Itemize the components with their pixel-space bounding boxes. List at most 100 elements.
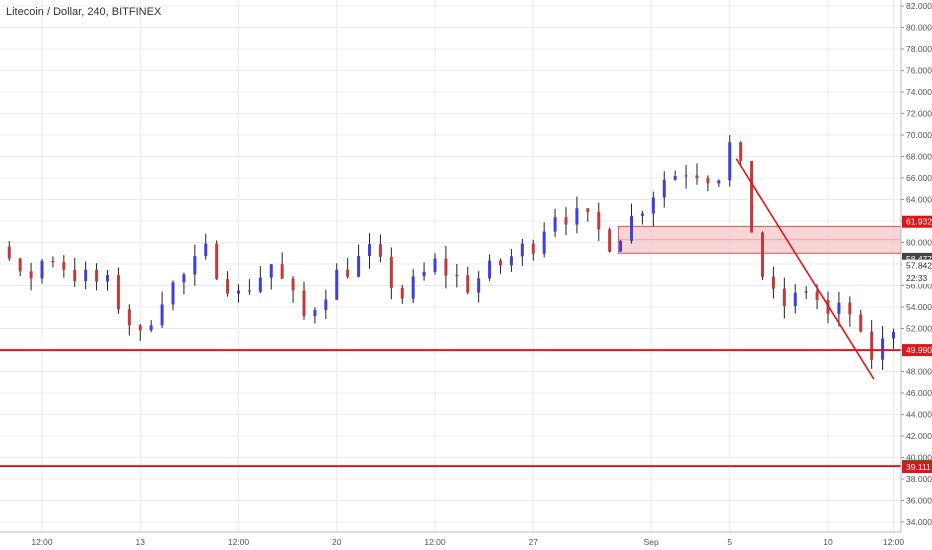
candle-body (586, 208, 590, 212)
candle-body (717, 180, 721, 184)
price-tick-label: 38.000 (906, 474, 932, 484)
candle-body (761, 232, 764, 277)
price-tick-label: 36.000 (906, 496, 932, 506)
candle-body (400, 287, 404, 299)
candle-body (226, 279, 230, 294)
candle-body (7, 246, 11, 259)
candle-body (106, 275, 109, 282)
candle-body (444, 258, 448, 276)
candle-body (127, 309, 131, 326)
level-badge: 58.477 (906, 254, 932, 264)
candle-body (859, 314, 863, 332)
level-badge-bg (902, 259, 932, 272)
candle-body (509, 256, 513, 266)
price-tick-label: 70.000 (906, 130, 932, 140)
level-badge: 39.111 (906, 462, 931, 472)
candle-body (739, 142, 743, 161)
level-badge: 49.990 (906, 345, 932, 355)
price-tick-label: 80.000 (906, 23, 932, 33)
candle-body (640, 213, 644, 216)
candle-body (782, 288, 786, 307)
trend-line-1[interactable] (735, 158, 875, 380)
trend-lines[interactable] (735, 158, 932, 465)
price-tick-label: 54.000 (906, 302, 932, 312)
candle-body (269, 264, 273, 278)
candle-body (651, 197, 655, 214)
candle-body (881, 338, 885, 360)
candle-body (258, 277, 262, 292)
candle-body (531, 243, 535, 254)
candle-body (771, 276, 775, 289)
candle-body (193, 256, 197, 275)
price-tick-label: 60.000 (906, 238, 932, 248)
chart-title: Litecoin / Dollar, 240, BITFINEX (6, 6, 162, 18)
candle-body (892, 331, 895, 339)
candle-body (62, 261, 66, 270)
resistance-zone[interactable] (617, 225, 932, 254)
candle-body (564, 217, 568, 225)
candle-body (673, 175, 677, 180)
candle-body (662, 179, 666, 198)
candle-body (302, 290, 306, 317)
candle-body (29, 271, 33, 279)
level-badge: 22:33 (906, 273, 928, 283)
candle-body (280, 264, 284, 279)
candle-body (488, 260, 492, 279)
candle-body (750, 160, 754, 233)
price-tick-label: 76.000 (906, 66, 932, 76)
candle-body (18, 258, 22, 272)
time-tick-label: 27 (529, 537, 539, 547)
time-tick-label: 12:00 (31, 537, 53, 547)
candle-body (346, 269, 350, 277)
candle-body (804, 291, 808, 293)
price-tick-label: 64.000 (906, 195, 932, 205)
price-axis[interactable]: 82.000 80.000 78.000 76.000 74.000 72.000 70.0… (900, 0, 932, 550)
candle-body (848, 302, 852, 315)
level-badge-bg (902, 344, 932, 357)
candle-body (182, 274, 186, 283)
price-tick-label: 48.000 (906, 367, 932, 377)
candle-body (84, 269, 88, 282)
level-badge-bg (902, 461, 932, 474)
candle-body (215, 243, 219, 280)
candle-body (466, 275, 470, 293)
level-badge: 57.842 (906, 261, 932, 271)
candle-body (73, 269, 77, 282)
time-tick-label: 12:00 (883, 537, 905, 547)
time-axis[interactable]: 12:001312:002012:0027Sep51012:001712:002… (0, 531, 932, 550)
candle-body (684, 175, 688, 177)
candle-body (116, 275, 120, 310)
candle-body (608, 229, 612, 252)
candle-body (630, 215, 633, 242)
price-tick-label: 74.000 (906, 87, 932, 97)
price-tick-label: 44.000 (906, 410, 932, 420)
candle-body (728, 142, 732, 181)
candle-body (95, 269, 99, 282)
candle-body (149, 325, 153, 331)
price-tick-label: 72.000 (906, 109, 932, 119)
candle-body (138, 325, 142, 331)
chart-grid (0, 0, 901, 532)
candle-body (499, 260, 502, 266)
horizontal-lines[interactable] (0, 349, 901, 468)
candle-body (160, 304, 164, 326)
candle-body (433, 258, 437, 272)
time-tick-label: 12:00 (424, 537, 446, 547)
candle-body (335, 269, 339, 300)
price-tick-label: 52.000 (906, 324, 932, 334)
time-tick-label: 20 (332, 537, 342, 547)
candle-body (313, 309, 317, 317)
candle-body (378, 244, 382, 257)
candle-body (870, 331, 874, 360)
candle-body (324, 299, 328, 310)
candle-body (837, 302, 841, 314)
time-tick-label: Sep (644, 537, 659, 547)
candle-body (520, 243, 524, 257)
price-tick-label: 78.000 (906, 44, 932, 54)
price-tick-label: 56.000 (906, 281, 932, 291)
time-tick-label: 5 (727, 537, 732, 547)
candle-body (455, 275, 459, 277)
candle-body (793, 292, 797, 307)
candle-body (237, 290, 240, 294)
